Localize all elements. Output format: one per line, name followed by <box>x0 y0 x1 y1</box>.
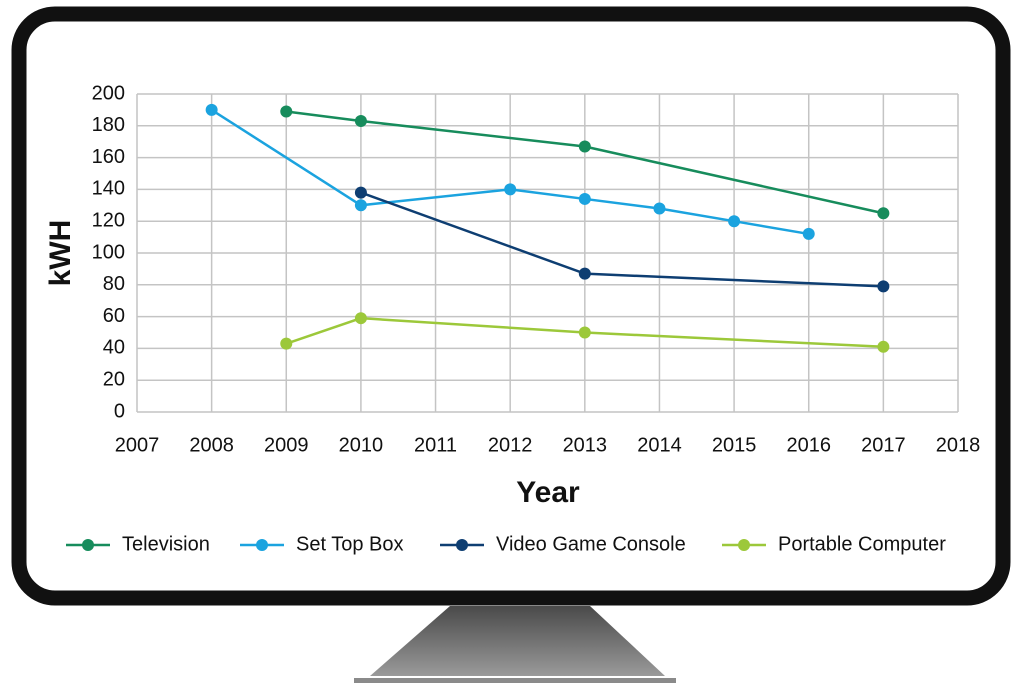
x-tick-label: 2013 <box>563 434 608 456</box>
data-point <box>355 312 367 324</box>
x-tick-label: 2008 <box>189 434 234 456</box>
y-tick-label: 100 <box>92 241 125 263</box>
data-point <box>579 193 591 205</box>
y-tick-label: 200 <box>92 82 125 104</box>
legend-label: Set Top Box <box>296 533 403 555</box>
x-tick-label: 2011 <box>414 434 457 456</box>
legend-label: Portable Computer <box>778 533 946 555</box>
data-point <box>355 115 367 127</box>
y-tick-label: 80 <box>103 273 125 295</box>
chart: Year kWH 0 20 40 60 80 100 120 140 160 180 200 2007… <box>0 0 1021 684</box>
data-point <box>579 140 591 152</box>
legend-swatch <box>256 539 268 551</box>
y-tick-label: 120 <box>92 209 125 231</box>
data-point <box>728 215 740 227</box>
data-point <box>206 104 218 116</box>
data-point <box>579 268 591 280</box>
y-tick-label: 20 <box>103 368 125 390</box>
legend-label: Video Game Console <box>496 533 686 555</box>
legend-swatch <box>82 539 94 551</box>
data-point <box>877 341 889 353</box>
y-tick-label: 160 <box>92 146 125 168</box>
data-point <box>803 228 815 240</box>
data-point <box>280 338 292 350</box>
y-tick-label: 180 <box>92 114 125 136</box>
x-tick-label: 2009 <box>264 434 309 456</box>
monitor-frame <box>19 14 1003 598</box>
data-point <box>877 280 889 292</box>
y-tick-label: 0 <box>114 400 125 422</box>
y-tick-label: 140 <box>92 178 125 200</box>
legend-swatch <box>738 539 750 551</box>
x-tick-label: 2012 <box>488 434 533 456</box>
monitor-base <box>354 678 676 683</box>
x-tick-label: 2014 <box>637 434 682 456</box>
data-point <box>280 105 292 117</box>
x-tick-label: 2017 <box>861 434 906 456</box>
monitor-stand <box>370 606 665 676</box>
x-tick-label: 2007 <box>115 434 160 456</box>
x-tick-label: 2018 <box>936 434 981 456</box>
data-point <box>355 199 367 211</box>
x-axis-title: Year <box>516 476 580 509</box>
x-tick-label: 2015 <box>712 434 757 456</box>
y-tick-label: 40 <box>103 337 125 359</box>
y-axis-title: kWH <box>44 220 77 287</box>
x-tick-label: 2010 <box>339 434 384 456</box>
data-point <box>653 202 665 214</box>
legend-swatch <box>456 539 468 551</box>
x-tick-label: 2016 <box>786 434 831 456</box>
data-point <box>504 183 516 195</box>
data-point <box>355 187 367 199</box>
data-point <box>877 207 889 219</box>
y-tick-label: 60 <box>103 305 125 327</box>
legend-label: Television <box>122 533 210 555</box>
data-point <box>579 327 591 339</box>
